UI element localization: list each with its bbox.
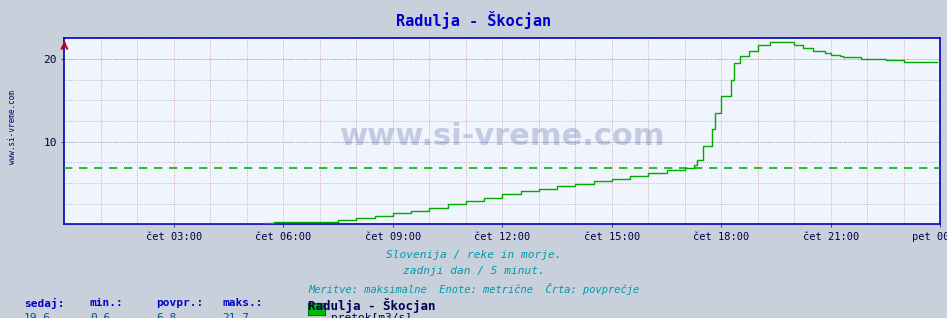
Text: zadnji dan / 5 minut.: zadnji dan / 5 minut.	[402, 266, 545, 276]
Text: www.si-vreme.com: www.si-vreme.com	[340, 122, 665, 151]
Text: maks.:: maks.:	[223, 298, 263, 308]
Text: 21,7: 21,7	[223, 313, 250, 318]
Text: 0,6: 0,6	[90, 313, 110, 318]
Text: Radulja - Škocjan: Radulja - Škocjan	[308, 298, 436, 313]
Text: www.si-vreme.com: www.si-vreme.com	[8, 90, 17, 164]
Text: pretok[m3/s]: pretok[m3/s]	[331, 313, 413, 318]
Text: Meritve: maksimalne  Enote: metrične  Črta: povprečje: Meritve: maksimalne Enote: metrične Črta…	[308, 283, 639, 295]
Text: Slovenija / reke in morje.: Slovenija / reke in morje.	[385, 250, 562, 259]
Text: min.:: min.:	[90, 298, 124, 308]
Text: 19,6: 19,6	[24, 313, 51, 318]
Text: 6,8: 6,8	[156, 313, 176, 318]
Text: Radulja - Škocjan: Radulja - Škocjan	[396, 11, 551, 29]
Text: sedaj:: sedaj:	[24, 298, 64, 309]
Text: povpr.:: povpr.:	[156, 298, 204, 308]
